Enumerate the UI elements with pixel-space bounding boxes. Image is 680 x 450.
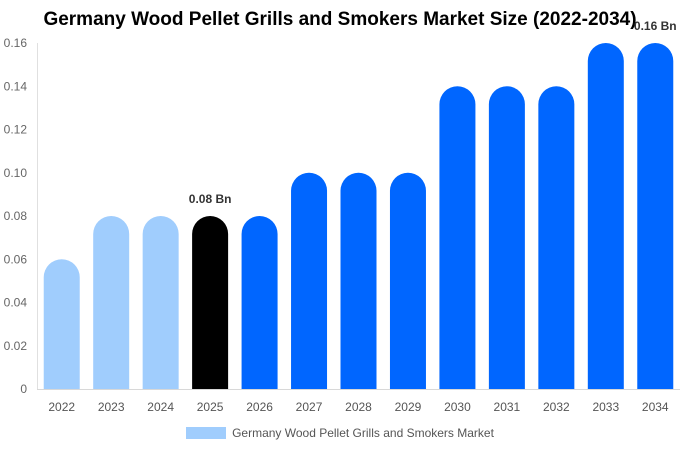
y-tick-label: 0.04: [4, 296, 28, 310]
bar: [637, 43, 674, 389]
bar: [241, 216, 278, 389]
legend-swatch: [186, 427, 227, 439]
x-tick-label: 2025: [197, 400, 224, 414]
x-tick-label: 2022: [48, 400, 75, 414]
x-tick-label: 2032: [543, 400, 570, 414]
bar: [291, 172, 328, 389]
bar: [587, 43, 624, 389]
x-tick-label: 2027: [296, 400, 323, 414]
legend: Germany Wood Pellet Grills and Smokers M…: [0, 426, 680, 440]
x-tick-label: 2029: [395, 400, 422, 414]
x-tick-label: 2026: [246, 400, 273, 414]
data-label: 0.16 Bn: [634, 19, 677, 33]
x-axis-ticks: 2022 2023 2024 2025 2026 2027 2028 2029 2030 2031…: [48, 400, 669, 414]
bar: [142, 216, 179, 389]
x-tick-label: 2034: [642, 400, 669, 414]
bars: [43, 43, 674, 389]
y-tick-label: 0.02: [4, 339, 28, 353]
y-tick-label: 0.10: [4, 166, 28, 180]
y-tick-label: 0.16: [4, 36, 28, 50]
y-tick-label: 0.12: [4, 123, 28, 137]
bar: [340, 172, 377, 389]
y-tick-label: 0.14: [4, 79, 28, 93]
data-label: 0.08 Bn: [189, 192, 232, 206]
x-tick-label: 2033: [592, 400, 619, 414]
x-tick-label: 2030: [444, 400, 471, 414]
y-tick-label: 0.08: [4, 209, 28, 223]
data-labels: 0.08 Bn 0.16 Bn: [189, 19, 677, 206]
bar: [389, 172, 426, 389]
x-tick-label: 2028: [345, 400, 372, 414]
bar: [43, 259, 80, 389]
bar: [538, 86, 575, 389]
bar: [488, 86, 525, 389]
chart-title: Germany Wood Pellet Grills and Smokers M…: [43, 9, 637, 30]
y-tick-label: 0.06: [4, 252, 28, 266]
legend-label: Germany Wood Pellet Grills and Smokers M…: [232, 426, 494, 440]
y-axis-ticks: 0 0.02 0.04 0.06 0.08 0.10 0.12 0.14 0.16: [4, 36, 28, 396]
x-tick-label: 2024: [147, 400, 174, 414]
x-tick-label: 2031: [494, 400, 521, 414]
bar: [93, 216, 130, 389]
bar: [192, 216, 229, 389]
y-tick-label: 0: [20, 382, 27, 396]
bar: [439, 86, 476, 389]
x-tick-label: 2023: [98, 400, 125, 414]
